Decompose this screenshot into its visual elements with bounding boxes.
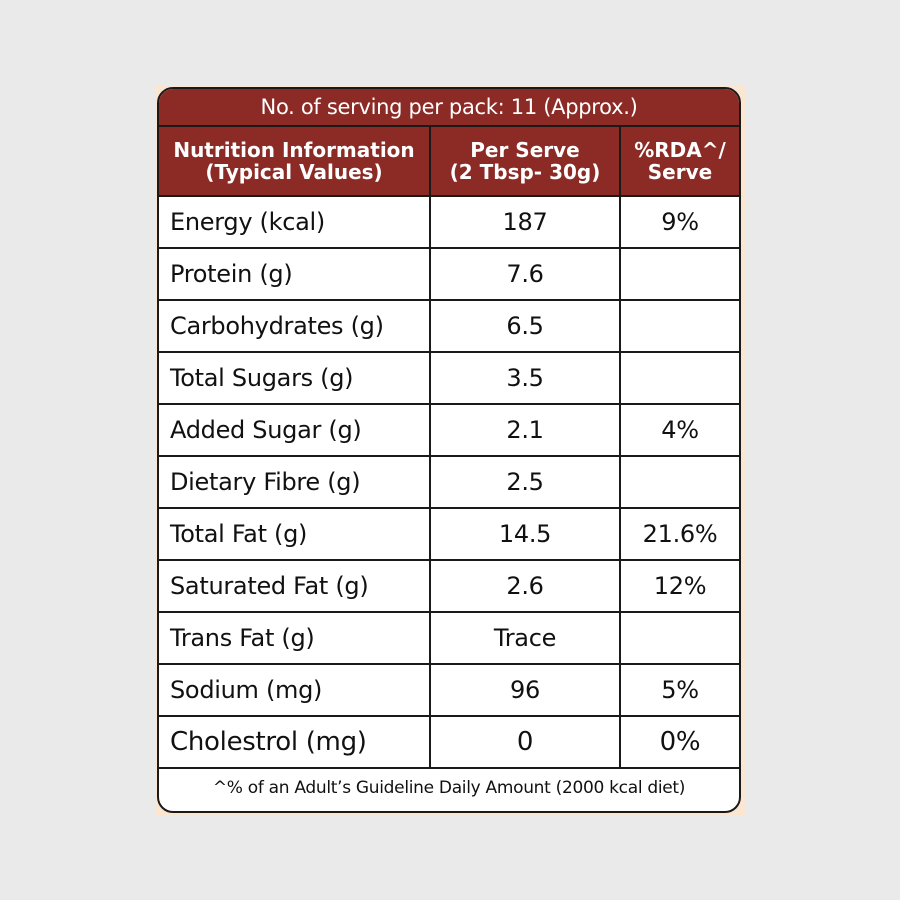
rda-value bbox=[619, 611, 739, 665]
nutrient-name: Trans Fat (g) bbox=[159, 611, 431, 665]
table-row: Energy (kcal) 187 9% bbox=[159, 195, 739, 249]
header-nutrition-information: Nutrition Information (Typical Values) bbox=[159, 127, 431, 197]
per-serve-value: 14.5 bbox=[429, 507, 621, 561]
rda-value: 5% bbox=[619, 663, 739, 717]
table-row: Added Sugar (g) 2.1 4% bbox=[159, 403, 739, 457]
rda-value: 12% bbox=[619, 559, 739, 613]
per-serve-value: 2.6 bbox=[429, 559, 621, 613]
rda-footnote: ^% of an Adult’s Guideline Daily Amount … bbox=[212, 778, 686, 798]
nutrient-name: Total Fat (g) bbox=[159, 507, 431, 561]
table-row: Sodium (mg) 96 5% bbox=[159, 663, 739, 717]
table-row: Carbohydrates (g) 6.5 bbox=[159, 299, 739, 353]
table-row: Total Fat (g) 14.5 21.6% bbox=[159, 507, 739, 561]
nutrient-name: Dietary Fibre (g) bbox=[159, 455, 431, 509]
per-serve-value: 7.6 bbox=[429, 247, 621, 301]
per-serve-value: Trace bbox=[429, 611, 621, 665]
rda-value bbox=[619, 351, 739, 405]
table-row: Protein (g) 7.6 bbox=[159, 247, 739, 301]
per-serve-value: 2.1 bbox=[429, 403, 621, 457]
per-serve-value: 0 bbox=[429, 715, 621, 769]
nutrition-table: Nutrition Information (Typical Values) P… bbox=[159, 127, 739, 769]
table-row: Cholestrol (mg) 0 0% bbox=[159, 715, 739, 769]
nutrient-name: Energy (kcal) bbox=[159, 195, 431, 249]
table-row: Saturated Fat (g) 2.6 12% bbox=[159, 559, 739, 613]
rda-value: 21.6% bbox=[619, 507, 739, 561]
header-per-serve: Per Serve (2 Tbsp- 30g) bbox=[429, 127, 621, 197]
per-serve-value: 6.5 bbox=[429, 299, 621, 353]
rda-value: 4% bbox=[619, 403, 739, 457]
header-rda: %RDA^/ Serve bbox=[619, 127, 739, 197]
per-serve-value: 96 bbox=[429, 663, 621, 717]
nutrient-name: Added Sugar (g) bbox=[159, 403, 431, 457]
table-row: Trans Fat (g) Trace bbox=[159, 611, 739, 665]
rda-value bbox=[619, 247, 739, 301]
per-serve-value: 187 bbox=[429, 195, 621, 249]
nutrition-panel: No. of serving per pack: 11 (Approx.) Nu… bbox=[157, 87, 741, 813]
table-header-row: Nutrition Information (Typical Values) P… bbox=[159, 127, 739, 197]
rda-value bbox=[619, 299, 739, 353]
rda-value: 9% bbox=[619, 195, 739, 249]
nutrient-name: Total Sugars (g) bbox=[159, 351, 431, 405]
per-serve-value: 2.5 bbox=[429, 455, 621, 509]
nutrient-name: Carbohydrates (g) bbox=[159, 299, 431, 353]
table-row: Total Sugars (g) 3.5 bbox=[159, 351, 739, 405]
servings-banner: No. of serving per pack: 11 (Approx.) bbox=[159, 89, 739, 127]
nutrient-name: Saturated Fat (g) bbox=[159, 559, 431, 613]
rda-value bbox=[619, 455, 739, 509]
nutrient-name: Sodium (mg) bbox=[159, 663, 431, 717]
nutrient-name: Protein (g) bbox=[159, 247, 431, 301]
table-row: Dietary Fibre (g) 2.5 bbox=[159, 455, 739, 509]
rda-value: 0% bbox=[619, 715, 739, 769]
per-serve-value: 3.5 bbox=[429, 351, 621, 405]
nutrient-name: Cholestrol (mg) bbox=[159, 715, 431, 769]
